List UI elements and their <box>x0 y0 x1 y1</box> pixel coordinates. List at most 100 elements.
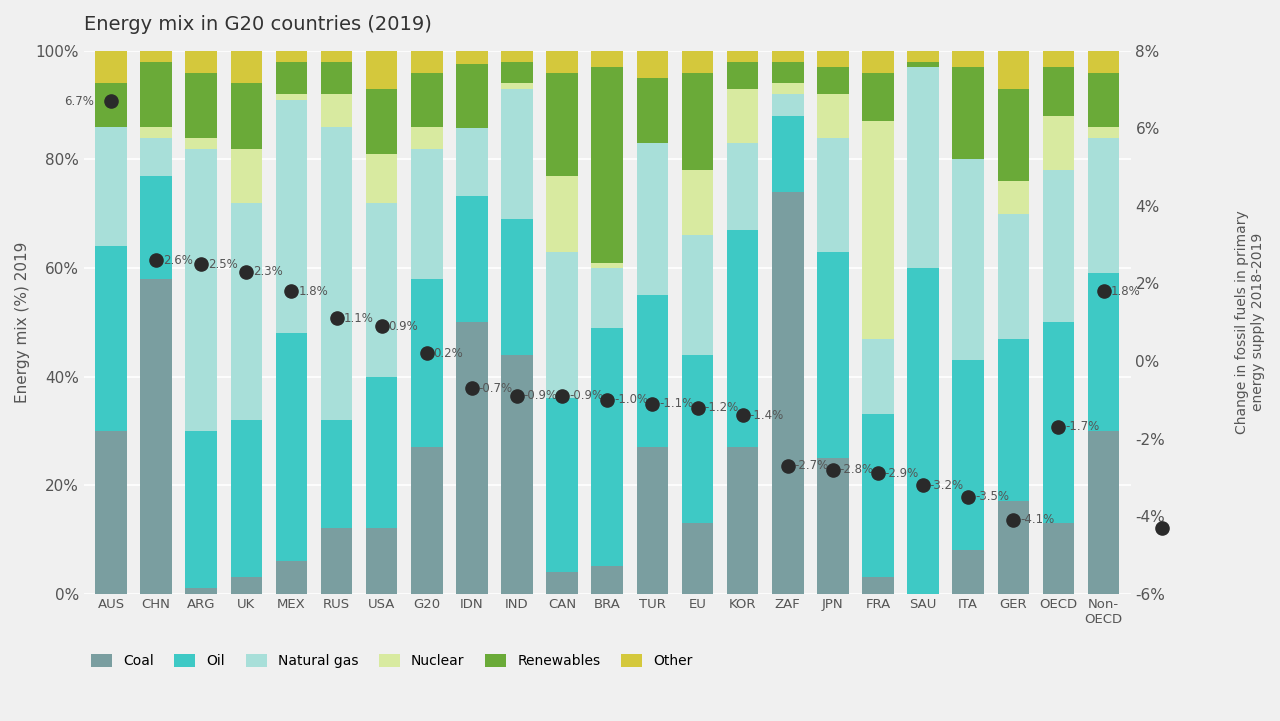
Bar <box>321 420 352 528</box>
Bar <box>230 51 262 84</box>
Point <box>868 468 888 479</box>
Bar <box>186 138 218 149</box>
Point <box>191 258 211 270</box>
Bar <box>952 360 984 550</box>
Bar <box>321 94 352 127</box>
Bar <box>1043 51 1074 67</box>
Point <box>101 95 122 107</box>
Bar <box>275 51 307 62</box>
Bar <box>95 127 127 247</box>
Bar <box>591 327 623 567</box>
Bar <box>682 355 713 523</box>
Text: -2.9%: -2.9% <box>884 467 919 480</box>
Bar <box>547 176 579 252</box>
Bar <box>141 127 172 138</box>
Bar <box>411 51 443 73</box>
Bar <box>321 127 352 420</box>
Bar <box>547 252 579 398</box>
Bar <box>817 252 849 458</box>
Bar <box>141 138 172 176</box>
Bar <box>230 149 262 203</box>
Text: -1.2%: -1.2% <box>704 401 739 414</box>
Bar <box>591 67 623 262</box>
Bar <box>547 73 579 176</box>
Bar <box>863 339 893 415</box>
Point <box>957 491 978 503</box>
Bar <box>141 51 172 62</box>
Bar <box>1088 138 1119 273</box>
Point <box>643 398 663 410</box>
Bar <box>591 262 623 268</box>
Bar <box>772 51 804 62</box>
Bar <box>1043 322 1074 523</box>
Bar <box>186 588 218 593</box>
Bar <box>456 64 488 128</box>
Point <box>416 348 436 359</box>
Bar <box>366 51 398 89</box>
Bar <box>95 51 127 84</box>
Point <box>507 390 527 402</box>
Point <box>371 320 392 332</box>
Bar <box>230 578 262 593</box>
Bar <box>95 247 127 430</box>
Bar <box>141 176 172 279</box>
Text: -0.9%: -0.9% <box>568 389 603 402</box>
Bar <box>1088 73 1119 127</box>
Bar <box>817 67 849 94</box>
Bar <box>366 376 398 528</box>
Bar <box>997 181 1029 213</box>
Bar <box>230 420 262 578</box>
Bar <box>727 51 759 62</box>
Text: -2.7%: -2.7% <box>795 459 828 472</box>
Text: 1.1%: 1.1% <box>343 312 374 325</box>
Bar <box>997 501 1029 593</box>
Bar <box>502 62 532 84</box>
Point <box>282 286 302 297</box>
Bar <box>727 143 759 230</box>
Bar <box>502 89 532 219</box>
Bar <box>997 89 1029 181</box>
Y-axis label: Energy mix (%) 2019: Energy mix (%) 2019 <box>15 242 29 403</box>
Bar <box>547 572 579 593</box>
Bar <box>275 561 307 593</box>
Point <box>1048 421 1069 433</box>
Bar <box>1088 273 1119 430</box>
Bar <box>411 279 443 447</box>
Bar <box>1043 116 1074 170</box>
Bar <box>366 203 398 376</box>
Bar <box>591 268 623 327</box>
Text: -2.8%: -2.8% <box>840 463 874 476</box>
Point <box>823 464 844 475</box>
Bar <box>95 430 127 593</box>
Bar <box>230 203 262 420</box>
Point <box>1004 514 1024 526</box>
Bar <box>411 127 443 149</box>
Text: 6.7%: 6.7% <box>64 94 93 107</box>
Bar <box>682 73 713 170</box>
Text: -3.5%: -3.5% <box>975 490 1009 503</box>
Bar <box>186 51 218 73</box>
Bar <box>502 355 532 593</box>
Bar <box>682 235 713 355</box>
Bar <box>186 149 218 430</box>
Text: 2.3%: 2.3% <box>253 265 283 278</box>
Bar <box>275 62 307 94</box>
Point <box>1093 286 1114 297</box>
Bar <box>952 51 984 67</box>
Bar <box>321 528 352 593</box>
Bar <box>1088 430 1119 593</box>
Bar <box>502 219 532 355</box>
Bar <box>230 84 262 149</box>
Bar <box>997 213 1029 339</box>
Bar <box>817 138 849 252</box>
Bar <box>908 67 938 268</box>
Bar <box>591 51 623 67</box>
Bar <box>772 84 804 94</box>
Point <box>913 479 933 491</box>
Legend: Coal, Oil, Natural gas, Nuclear, Renewables, Other: Coal, Oil, Natural gas, Nuclear, Renewab… <box>91 654 692 668</box>
Bar <box>547 398 579 572</box>
Point <box>687 402 708 413</box>
Point <box>462 382 483 394</box>
Bar <box>141 279 172 593</box>
Bar <box>547 51 579 73</box>
